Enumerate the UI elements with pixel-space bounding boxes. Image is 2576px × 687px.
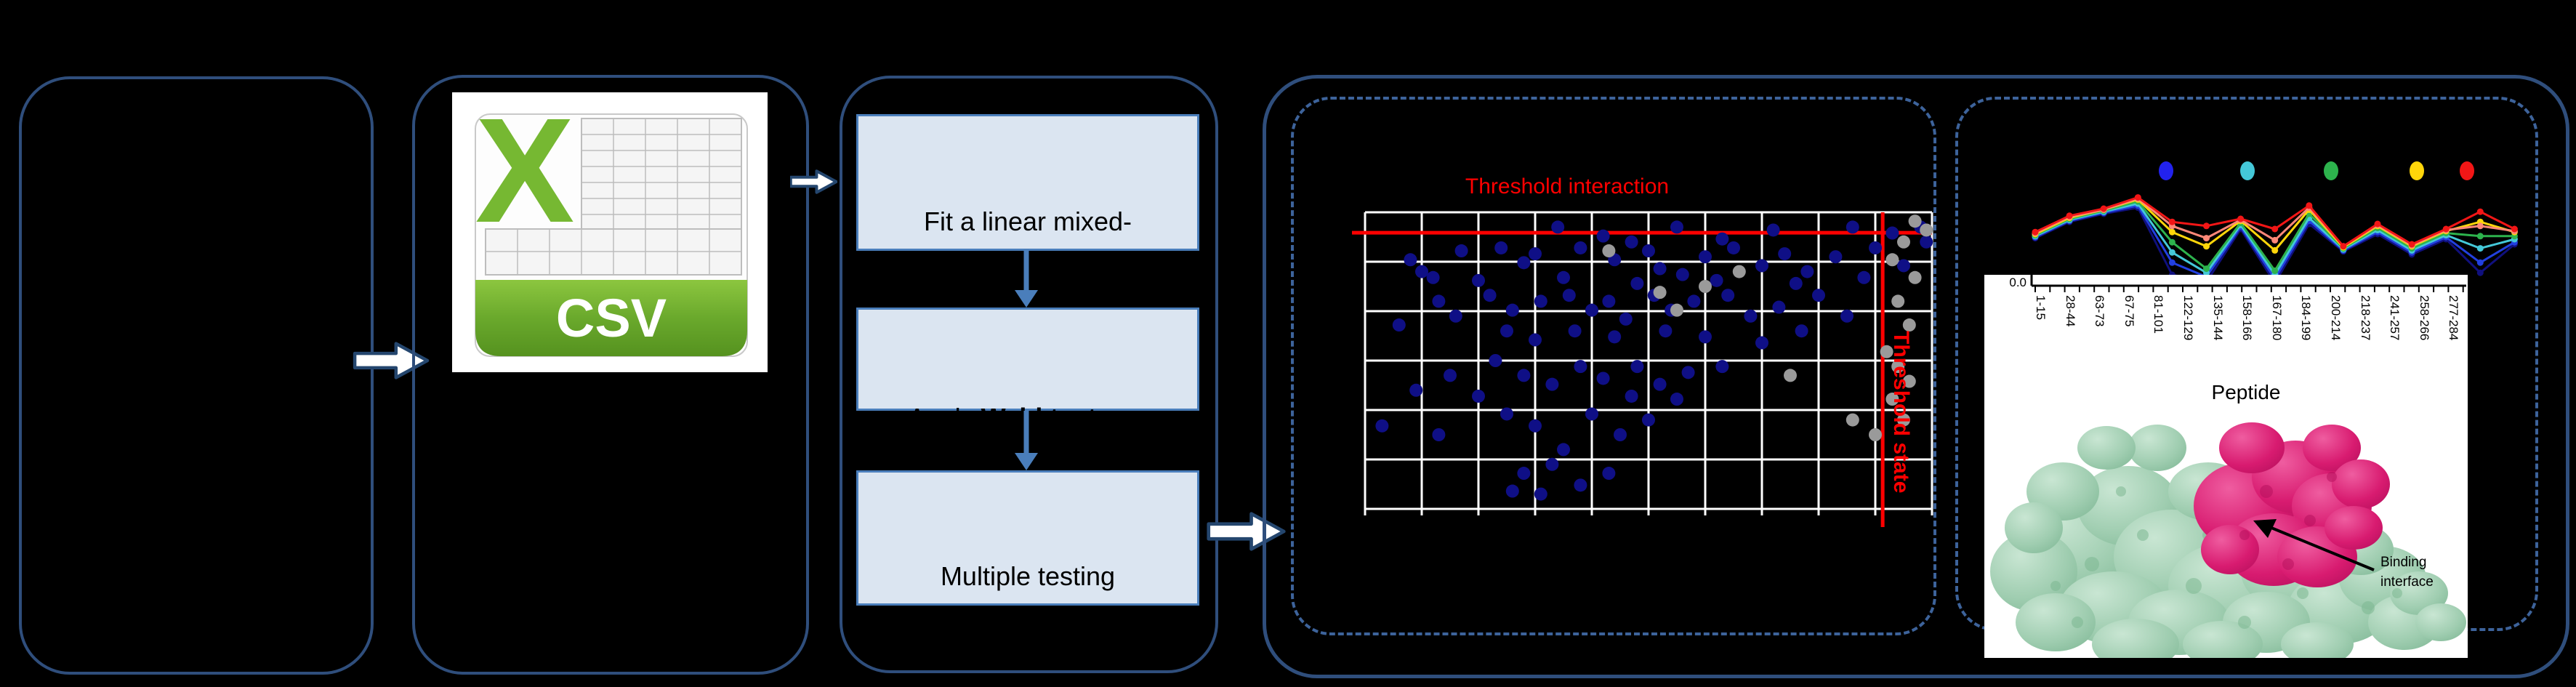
statistics-panel	[840, 76, 1218, 673]
uptake-line-chart	[2032, 161, 2518, 286]
x-tick-label: 200-214	[2329, 295, 2343, 341]
x-tick-label: 28-44	[2063, 295, 2077, 327]
x-axis	[2030, 275, 2466, 292]
binding-interface-arrow-icon	[2253, 519, 2375, 571]
x-axis-title: Peptide	[2211, 381, 2281, 403]
scatter-series-non-significant-peptides	[1602, 214, 1933, 441]
scatter-series-significant-peptides	[1375, 220, 1933, 501]
x-tick-label: 167-180	[2269, 295, 2284, 341]
flow-arrow-2-icon	[790, 169, 837, 194]
down-arrow-2-icon	[1015, 411, 1038, 470]
input-panel	[19, 76, 374, 675]
x-tick-label: 67-75	[2122, 295, 2136, 327]
x-tick-label: 184-199	[2299, 295, 2314, 341]
y-axis-tick-label: 0.0	[2009, 276, 2026, 289]
x-tick-label: 1-15	[2034, 295, 2048, 321]
svg-text:X: X	[475, 92, 575, 254]
step-line: Multiple testing	[940, 561, 1116, 591]
x-tick-label: 122-129	[2181, 295, 2195, 341]
csv-panel	[412, 75, 809, 675]
down-arrow-1-icon	[1015, 251, 1038, 308]
volcano-plot-panel	[1291, 97, 1936, 635]
x-tick-label: 218-237	[2358, 295, 2372, 341]
trace-yellow-markers	[2032, 196, 2518, 254]
x-tick-label: 81-101	[2152, 295, 2166, 334]
step-line: correction	[858, 675, 1197, 687]
legend-dots	[2159, 161, 2474, 180]
step-box-wald-tests: Apply Wald tests on the model parameters	[856, 308, 1199, 550]
flow-arrow-1-icon	[353, 342, 430, 379]
csv-file-icon: X CSV	[452, 92, 768, 372]
results-container	[1263, 75, 2569, 678]
binding-interface-label-line1: Binding	[2380, 555, 2427, 570]
trace-red-markers	[2032, 194, 2518, 250]
step-line: Fit a linear mixed-	[923, 206, 1132, 236]
step-line: Apply Wald tests on	[908, 403, 1148, 433]
x-tick-label: 241-257	[2388, 295, 2402, 341]
protein-pink-subunit	[2194, 422, 2390, 587]
volcano-scatter-chart	[1352, 211, 1933, 527]
x-tick-label: 158-166	[2240, 295, 2255, 341]
x-tick-label: 258-266	[2417, 295, 2431, 341]
step-line: REML estimates	[930, 442, 1125, 472]
threshold-state-label: Threshold state	[1889, 331, 1913, 494]
x-tick-label: 135-144	[2210, 295, 2225, 341]
step-box-fit-model: Fit a linear mixed- effects model with R…	[856, 114, 1199, 472]
threshold-interaction-label: Threshold interaction	[1465, 174, 1670, 198]
step-box-multiple-testing: Multiple testing correction with the BH …	[856, 470, 1199, 687]
protein-structure	[1990, 422, 2466, 658]
binding-interface-label-line2: interface	[2380, 574, 2434, 590]
x-tick-label: 63-73	[2093, 295, 2107, 327]
protein-pink-texture	[2239, 472, 2337, 570]
peptide-axis-area: 0.0 1-15 28-44 63-73 67-75 81-101 122-129 135-…	[1984, 275, 2468, 658]
csv-banner-label: CSV	[556, 288, 667, 348]
x-tick-label: 277-284	[2447, 295, 2461, 341]
